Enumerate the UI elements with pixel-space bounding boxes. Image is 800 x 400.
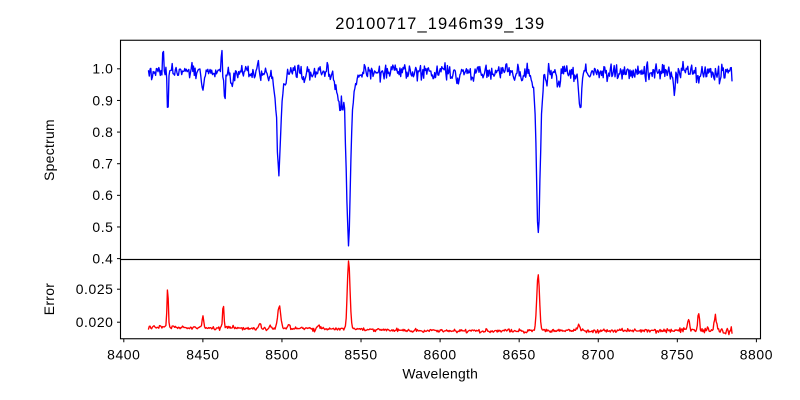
svg-text:Error: Error [41,283,57,315]
svg-text:0.6: 0.6 [92,187,113,203]
svg-text:8650: 8650 [503,347,536,363]
svg-text:8550: 8550 [344,347,377,363]
svg-text:8500: 8500 [265,347,298,363]
svg-text:0.4: 0.4 [92,251,113,267]
svg-text:8800: 8800 [740,347,773,363]
svg-text:0.5: 0.5 [92,219,113,235]
svg-text:Spectrum: Spectrum [41,119,57,181]
svg-text:8450: 8450 [186,347,219,363]
svg-text:8600: 8600 [423,347,456,363]
svg-text:20100717_1946m39_139: 20100717_1946m39_139 [335,15,545,33]
svg-text:Wavelength: Wavelength [402,365,478,381]
svg-text:8400: 8400 [107,347,140,363]
svg-text:0.8: 0.8 [92,124,113,140]
svg-text:8750: 8750 [661,347,694,363]
svg-text:0.025: 0.025 [76,281,114,297]
svg-text:1.0: 1.0 [92,61,113,77]
svg-text:0.9: 0.9 [92,92,113,108]
svg-text:0.020: 0.020 [76,314,114,330]
svg-text:0.7: 0.7 [92,156,113,172]
svg-text:8700: 8700 [582,347,615,363]
